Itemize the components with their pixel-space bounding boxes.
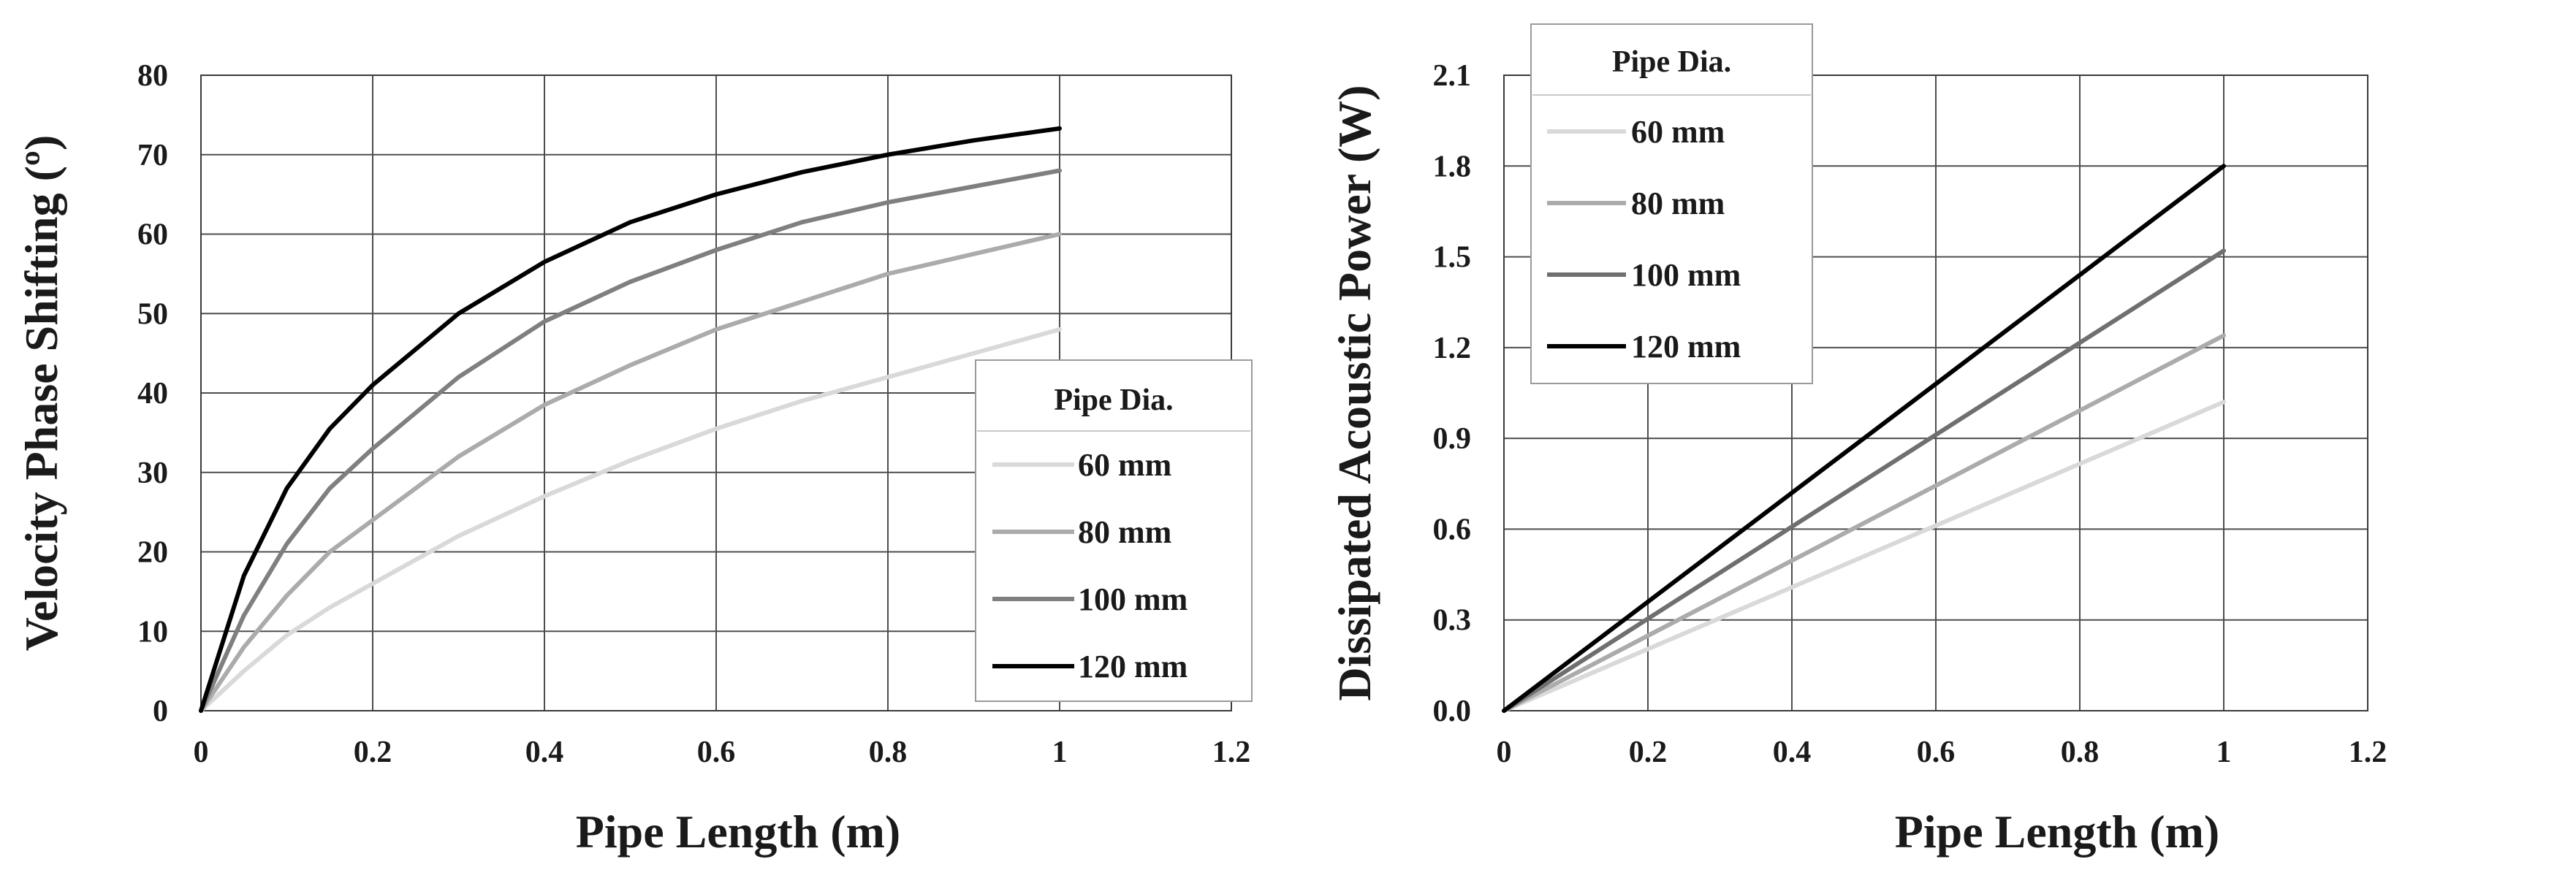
legend-label: 80 mm xyxy=(1078,514,1171,550)
chart-velocity-phase-shifting: 0 0.2 0.4 0.6 0.8 1 1.2 0 10 20 30 40 50 60 70 80 Pipe … xyxy=(15,59,1253,858)
legend: Pipe Dia. 60 mm 80 mm 100 mm 120 mm xyxy=(1530,23,1813,384)
y-tick-label: 70 xyxy=(137,139,168,172)
y-tick-label: 1.8 xyxy=(1433,150,1472,183)
x-tick-label: 0.4 xyxy=(1773,736,1812,769)
x-tick-label: 0.2 xyxy=(354,736,392,769)
x-tick-label: 0.6 xyxy=(1917,736,1956,769)
series-lines xyxy=(199,126,1062,713)
series-line-60-mm xyxy=(199,327,1062,713)
series-line-80-mm xyxy=(1502,333,2226,713)
y-axis-label: Dissipated Acoustic Power (W) xyxy=(1329,85,1380,701)
legend-label: 60 mm xyxy=(1631,114,1725,150)
y-tick-label: 0.0 xyxy=(1433,695,1472,728)
plot-frame xyxy=(1503,75,2368,711)
legend-label: 60 mm xyxy=(1078,447,1171,483)
y-tick-label: 30 xyxy=(137,457,168,490)
legend: Pipe Dia. 60 mm 80 mm 100 mm 120 mm xyxy=(975,359,1253,702)
legend-title: Pipe Dia. xyxy=(1612,45,1731,79)
legend-label: 80 mm xyxy=(1631,186,1725,221)
series-line-100-mm xyxy=(199,168,1062,713)
y-tick-label: 40 xyxy=(137,377,168,411)
x-tick-label: 0.2 xyxy=(1629,736,1668,769)
y-axis-label: Velocity Phase Shifting (º) xyxy=(15,135,67,652)
y-tick-label: 0.6 xyxy=(1433,513,1472,546)
legend-items: 60 mm 80 mm 100 mm 120 mm xyxy=(992,447,1188,684)
tick-labels: 0 0.2 0.4 0.6 0.8 1 1.2 0 10 20 30 40 50 60 70 80 xyxy=(137,59,1250,769)
x-tick-label: 1 xyxy=(2216,736,2232,769)
y-tick-label: 80 xyxy=(137,59,168,93)
x-tick-label: 0 xyxy=(194,736,209,769)
series-line-100-mm xyxy=(1502,248,2226,713)
series-line-80-mm xyxy=(199,232,1062,713)
y-tick-label: 0.3 xyxy=(1433,604,1472,638)
y-tick-label: 0 xyxy=(153,695,168,728)
series-line-60-mm xyxy=(1502,400,2226,713)
chart-dissipated-acoustic-power: 0 0.2 0.4 0.6 0.8 1 1.2 0.0 0.3 0.6 0.9 1.2 1.5 1.8 2.… xyxy=(1329,23,2387,858)
x-tick-label: 1.2 xyxy=(1212,736,1251,769)
series-line-120-mm xyxy=(1502,164,2226,713)
legend-label: 120 mm xyxy=(1078,649,1188,684)
x-axis-label: Pipe Length (m) xyxy=(1895,806,2219,858)
y-tick-label: 2.1 xyxy=(1433,59,1472,93)
x-tick-label: 0 xyxy=(1497,736,1512,769)
y-tick-label: 1.2 xyxy=(1433,332,1472,365)
legend-items: 60 mm 80 mm 100 mm 120 mm xyxy=(1547,114,1741,364)
x-tick-label: 1 xyxy=(1052,736,1068,769)
x-tick-label: 0.6 xyxy=(697,736,736,769)
series-line-120-mm xyxy=(199,126,1062,713)
x-axis-label: Pipe Length (m) xyxy=(576,806,900,858)
y-tick-label: 50 xyxy=(137,297,168,331)
x-tick-label: 0.8 xyxy=(869,736,908,769)
x-tick-label: 0.4 xyxy=(525,736,564,769)
legend-label: 100 mm xyxy=(1078,581,1188,617)
y-tick-label: 0.9 xyxy=(1433,422,1472,456)
y-tick-label: 10 xyxy=(137,615,168,649)
y-tick-label: 1.5 xyxy=(1433,241,1472,275)
legend-label: 100 mm xyxy=(1631,257,1741,293)
x-tick-label: 1.2 xyxy=(2349,736,2387,769)
tick-labels: 0 0.2 0.4 0.6 0.8 1 1.2 0.0 0.3 0.6 0.9 1.2 1.5 1.8 2.… xyxy=(1433,59,2387,769)
x-tick-label: 0.8 xyxy=(2061,736,2100,769)
y-tick-label: 20 xyxy=(137,536,168,570)
y-tick-label: 60 xyxy=(137,218,168,252)
series-lines xyxy=(1502,164,2226,713)
legend-title: Pipe Dia. xyxy=(1054,383,1173,417)
legend-label: 120 mm xyxy=(1631,329,1741,364)
